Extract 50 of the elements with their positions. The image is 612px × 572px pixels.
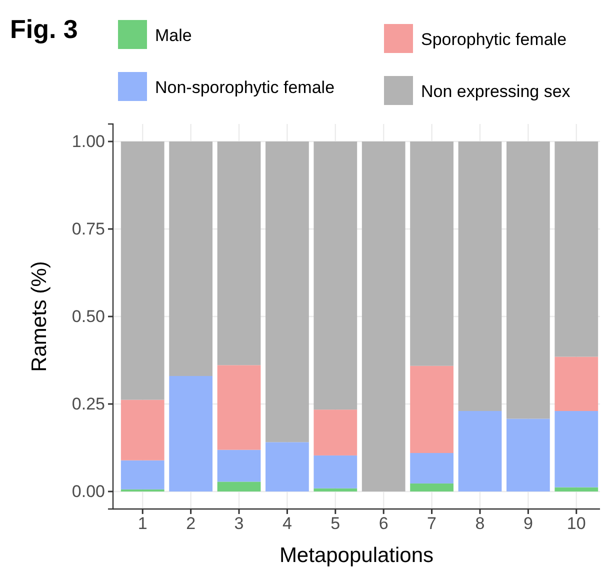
bar: [410, 366, 454, 453]
bar: [314, 142, 358, 410]
x-tick-label: 1: [138, 514, 148, 534]
bar: [314, 455, 358, 488]
legend-label: Non expressing sex: [421, 82, 571, 101]
legend-label: Non-sporophytic female: [155, 78, 335, 97]
bar: [506, 142, 550, 419]
bar: [314, 410, 358, 456]
bar: [554, 142, 598, 357]
x-tick-label: 6: [378, 514, 388, 534]
bar: [554, 356, 598, 411]
bar: [217, 482, 261, 492]
y-tick-label: 0.00: [72, 482, 105, 501]
y-tick-label: 0.75: [72, 219, 105, 238]
legend-label: Sporophytic female: [421, 30, 567, 49]
x-tick-label: 7: [427, 514, 437, 534]
bar: [169, 142, 212, 376]
bar: [458, 411, 502, 492]
bar: [554, 411, 598, 488]
bar: [169, 376, 212, 492]
x-axis-title: Metapopulations: [279, 544, 434, 567]
bar: [458, 142, 502, 411]
bar: [314, 488, 358, 492]
x-tick-label: 3: [234, 514, 244, 534]
bar: [120, 400, 164, 460]
x-tick-label: 5: [330, 514, 340, 534]
legend-label: Male: [155, 26, 192, 45]
bar: [217, 142, 261, 366]
x-tick-label: 8: [475, 514, 485, 534]
x-tick-label: 2: [186, 514, 196, 534]
x-tick-label: 9: [523, 514, 533, 534]
bar: [506, 418, 550, 492]
bar: [410, 453, 454, 484]
bar: [217, 365, 261, 450]
bar: [362, 142, 406, 492]
bar: [217, 450, 261, 482]
y-axis-title: Ramets (%): [28, 261, 51, 372]
bar: [120, 142, 164, 400]
y-tick-label: 0.50: [72, 306, 105, 326]
chart-title: Fig. 3: [10, 14, 78, 44]
x-tick-label: 4: [282, 514, 292, 534]
x-tick-label: 10: [566, 514, 586, 534]
bar: [410, 142, 454, 366]
bar: [120, 460, 164, 490]
y-tick-label: 0.25: [72, 394, 105, 414]
bar: [410, 483, 454, 492]
bar: [266, 142, 309, 442]
bar: [554, 487, 598, 492]
y-tick-label: 1.00: [72, 132, 105, 151]
bar: [266, 442, 309, 492]
